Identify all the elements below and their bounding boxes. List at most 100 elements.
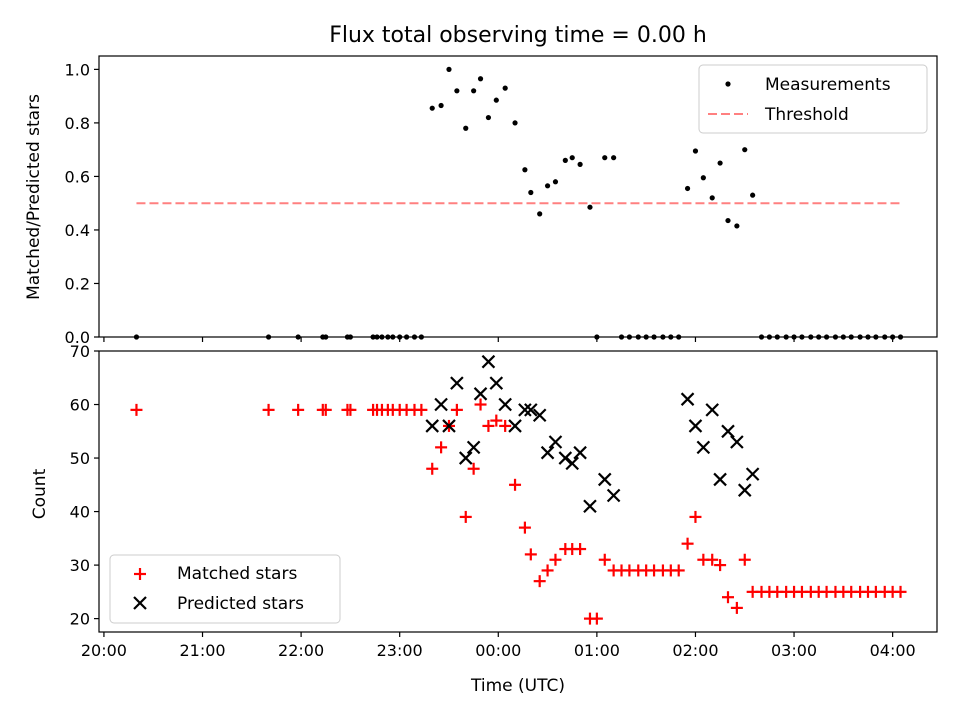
chart-title: Flux total observing time = 0.00 h bbox=[329, 23, 707, 48]
predicted-stars-point bbox=[599, 473, 611, 485]
matched-stars-point bbox=[706, 554, 718, 566]
legend-measurements-marker bbox=[725, 81, 730, 86]
matched-stars-point bbox=[415, 404, 427, 416]
bottom-xtick-label: 21:00 bbox=[179, 641, 225, 660]
bottom-y-axis-label: Count bbox=[30, 468, 50, 519]
predicted-stars-point bbox=[475, 388, 487, 400]
bottom-ytick-label: 50 bbox=[70, 449, 90, 468]
matched-stars-point bbox=[320, 404, 332, 416]
predicted-stars-point bbox=[566, 457, 578, 469]
matched-stars-point bbox=[714, 559, 726, 571]
predicted-stars-point bbox=[468, 441, 480, 453]
measurements-point bbox=[430, 106, 435, 111]
predicted-stars-point bbox=[722, 425, 734, 437]
measurements-point bbox=[578, 162, 583, 167]
measurements-point bbox=[463, 126, 468, 131]
legend-threshold-label: Threshold bbox=[764, 105, 849, 125]
matched-stars-point bbox=[468, 463, 480, 475]
bottom-plot: 20 30 40 50 60 70 20:00 21:00 22:00 23:00 00:00 01:… bbox=[30, 342, 937, 696]
measurements-point bbox=[750, 193, 755, 198]
bottom-ytick-label: 40 bbox=[70, 503, 90, 522]
predicted-stars-point bbox=[451, 377, 463, 389]
matched-stars-point bbox=[574, 543, 586, 555]
predicted-stars-point bbox=[499, 399, 511, 411]
measurements-point bbox=[439, 103, 444, 108]
measurements-point bbox=[587, 205, 592, 210]
measurements-point bbox=[693, 148, 698, 153]
matched-stars-point bbox=[525, 548, 537, 560]
predicted-stars-point bbox=[706, 404, 718, 416]
measurements-point bbox=[611, 155, 616, 160]
top-ytick-label: 0.2 bbox=[65, 274, 90, 293]
predicted-stars-point bbox=[435, 399, 447, 411]
measurements-point bbox=[734, 223, 739, 228]
bottom-xtick-label: 22:00 bbox=[278, 641, 324, 660]
matched-stars-point bbox=[490, 415, 502, 427]
predicted-stars-point bbox=[519, 404, 531, 416]
legend-matched-label: Matched stars bbox=[177, 564, 297, 584]
matched-stars-point bbox=[482, 420, 494, 432]
bottom-xtick-label: 01:00 bbox=[574, 641, 620, 660]
predicted-stars-point bbox=[482, 356, 494, 368]
top-y-axis-label: Matched/Predicted stars bbox=[24, 94, 44, 300]
measurements-point bbox=[602, 155, 607, 160]
matched-stars-point bbox=[689, 511, 701, 523]
top-ytick-label: 0.4 bbox=[65, 221, 90, 240]
matched-stars-point bbox=[519, 522, 531, 534]
top-ytick-label: 1.0 bbox=[65, 60, 90, 79]
matched-stars-point bbox=[263, 404, 275, 416]
predicted-stars-point bbox=[549, 436, 561, 448]
measurements-point bbox=[710, 195, 715, 200]
x-axis-label: Time (UTC) bbox=[470, 676, 565, 696]
legend-predicted-label: Predicted stars bbox=[177, 594, 304, 614]
measurements-point bbox=[522, 167, 527, 172]
matched-stars-point bbox=[682, 538, 694, 550]
bottom-ytick-label: 20 bbox=[70, 610, 90, 629]
top-ytick-label: 0.8 bbox=[65, 114, 90, 133]
matched-stars-point bbox=[426, 463, 438, 475]
measurements-point bbox=[685, 186, 690, 191]
chart-figure: Flux total observing time = 0.00 h 0.00.… bbox=[0, 0, 960, 720]
predicted-stars-point bbox=[747, 468, 759, 480]
measurements-point bbox=[446, 67, 451, 72]
measurements-point bbox=[563, 158, 568, 163]
measurements-point bbox=[512, 120, 517, 125]
top-plot: 0.0 0.2 0.4 0.6 0.8 1.0 Matched/Predicted sta… bbox=[24, 56, 937, 347]
predicted-stars-point bbox=[714, 473, 726, 485]
predicted-stars-point bbox=[574, 447, 586, 459]
matched-stars-point bbox=[591, 613, 603, 625]
bottom-xtick-label: 02:00 bbox=[672, 641, 718, 660]
matched-stars-point bbox=[895, 586, 907, 598]
bottom-xtick-label: 20:00 bbox=[81, 641, 127, 660]
predicted-stars-point bbox=[682, 393, 694, 405]
top-ytick-label: 0.6 bbox=[65, 167, 90, 186]
bottom-legend: Matched stars Predicted stars bbox=[110, 555, 340, 623]
bottom-xtick-label: 00:00 bbox=[475, 641, 521, 660]
measurements-point bbox=[553, 179, 558, 184]
matched-stars-point bbox=[344, 404, 356, 416]
bottom-ytick-label: 70 bbox=[70, 342, 90, 361]
bottom-xtick-label: 03:00 bbox=[771, 641, 817, 660]
matched-stars-point bbox=[451, 404, 463, 416]
matched-stars-point bbox=[292, 404, 304, 416]
matched-stars-point bbox=[475, 399, 487, 411]
bottom-xtick-label: 23:00 bbox=[377, 641, 423, 660]
predicted-stars-point bbox=[731, 436, 743, 448]
bottom-ytick-label: 30 bbox=[70, 556, 90, 575]
predicted-stars-point bbox=[542, 447, 554, 459]
measurements-point bbox=[503, 86, 508, 91]
measurements-point bbox=[725, 218, 730, 223]
matched-stars-point bbox=[722, 591, 734, 603]
predicted-stars-point bbox=[490, 377, 502, 389]
measurements-point bbox=[494, 98, 499, 103]
measurements-point bbox=[545, 183, 550, 188]
bottom-xtick-label: 04:00 bbox=[870, 641, 916, 660]
matched-stars-point bbox=[542, 564, 554, 576]
predicted-stars-point bbox=[608, 490, 620, 502]
measurements-point bbox=[701, 175, 706, 180]
measurements-point bbox=[537, 211, 542, 216]
matched-stars-point bbox=[599, 554, 611, 566]
measurements-point bbox=[471, 88, 476, 93]
predicted-stars-point bbox=[460, 452, 472, 464]
measurements-point bbox=[486, 115, 491, 120]
